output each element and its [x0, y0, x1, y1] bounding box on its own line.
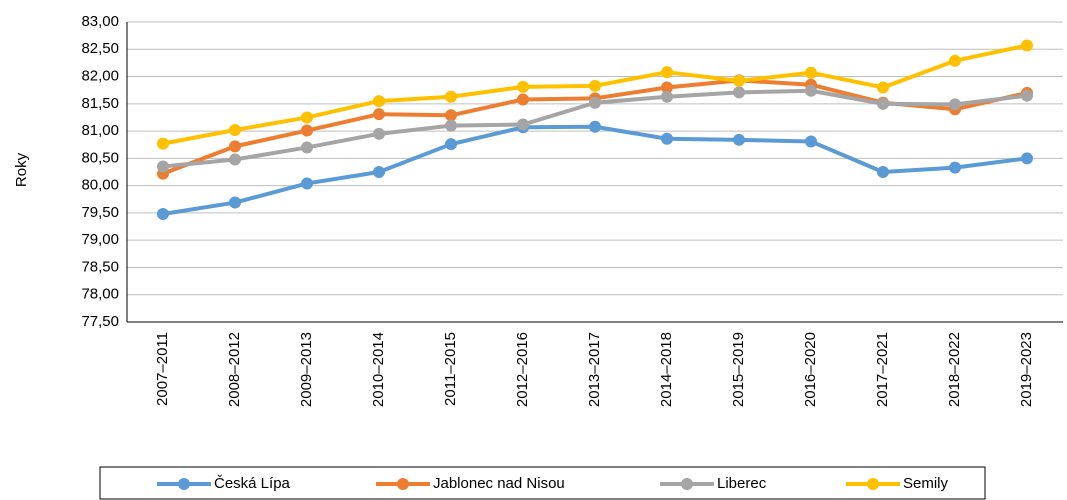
x-tick-label: 2009–2013	[298, 332, 315, 407]
legend-label: Česká Lípa	[214, 475, 291, 492]
legend-marker	[397, 478, 409, 490]
data-point	[445, 109, 457, 122]
data-point	[229, 196, 241, 209]
data-point	[949, 98, 961, 111]
y-tick-label: 82,50	[81, 40, 119, 57]
data-point	[589, 96, 601, 109]
x-tick-label: 2007–2011	[154, 332, 171, 406]
data-point	[589, 120, 601, 133]
data-point	[589, 79, 601, 92]
data-point	[445, 138, 457, 151]
y-tick-label: 82,00	[81, 68, 119, 85]
x-tick-label: 2013–2017	[586, 332, 603, 407]
data-point	[877, 81, 889, 94]
series-line	[162, 124, 1028, 216]
data-point	[301, 177, 313, 190]
data-point	[661, 132, 673, 145]
legend-label: Semily	[903, 475, 949, 492]
data-point	[157, 160, 169, 173]
y-tick-label: 80,00	[81, 177, 119, 194]
y-tick-label: 78,50	[81, 258, 119, 275]
legend-label: Liberec	[717, 475, 767, 492]
x-tick-label: 2008–2012	[226, 332, 243, 407]
data-point	[229, 140, 241, 153]
data-point	[445, 119, 457, 132]
x-tick-label: 2014–2018	[658, 332, 675, 407]
data-point	[661, 66, 673, 79]
data-point	[301, 141, 313, 154]
data-point	[301, 111, 313, 124]
data-point	[733, 86, 745, 99]
data-point	[229, 124, 241, 136]
x-tick-label: 2011–2015	[442, 332, 459, 406]
data-point	[229, 153, 241, 166]
x-tick-label: 2018–2022	[946, 332, 963, 407]
data-point	[1021, 89, 1033, 102]
data-point	[805, 135, 817, 148]
data-point	[877, 97, 889, 110]
legend-label: Jablonec nad Nisou	[433, 475, 565, 492]
x-tick-label: 2012–2016	[514, 332, 531, 407]
y-tick-label: 78,00	[81, 286, 119, 303]
data-point	[301, 124, 313, 137]
legend-box	[99, 466, 986, 500]
y-tick-label: 83,00	[81, 13, 119, 30]
data-point	[661, 81, 673, 94]
x-tick-label: 2015–2019	[730, 332, 747, 407]
data-point	[805, 84, 817, 97]
data-point	[661, 90, 673, 103]
y-tick-label: 79,00	[81, 231, 119, 248]
y-tick-label: 77,50	[81, 313, 119, 330]
data-point	[517, 118, 529, 131]
data-point	[1021, 152, 1033, 165]
data-point	[445, 90, 457, 103]
data-point	[1021, 39, 1033, 52]
x-tick-label: 2017–2021	[874, 332, 891, 407]
legend-marker	[178, 478, 190, 490]
data-point	[157, 137, 169, 150]
x-tick-label: 2016–2020	[802, 332, 819, 407]
data-point	[517, 93, 529, 106]
x-tick-label: 2019–2023	[1018, 332, 1035, 407]
data-point	[373, 127, 385, 140]
data-point	[157, 208, 169, 220]
data-point	[373, 166, 385, 178]
y-tick-label: 81,00	[81, 122, 119, 139]
data-point	[949, 161, 961, 174]
data-point	[733, 74, 745, 87]
data-point	[805, 66, 817, 79]
data-point	[877, 166, 889, 178]
y-tick-label: 80,50	[81, 149, 119, 166]
y-tick-label: 81,50	[81, 95, 119, 112]
y-tick-label: 79,50	[81, 204, 119, 221]
data-point	[517, 80, 529, 93]
x-tick-label: 2010–2014	[370, 332, 387, 407]
data-point	[733, 133, 745, 146]
data-point	[373, 108, 385, 121]
legend-marker	[681, 478, 693, 490]
data-point	[373, 95, 385, 108]
legend-marker	[867, 478, 879, 490]
y-axis-label: Roky	[13, 152, 30, 187]
data-point	[949, 54, 961, 67]
